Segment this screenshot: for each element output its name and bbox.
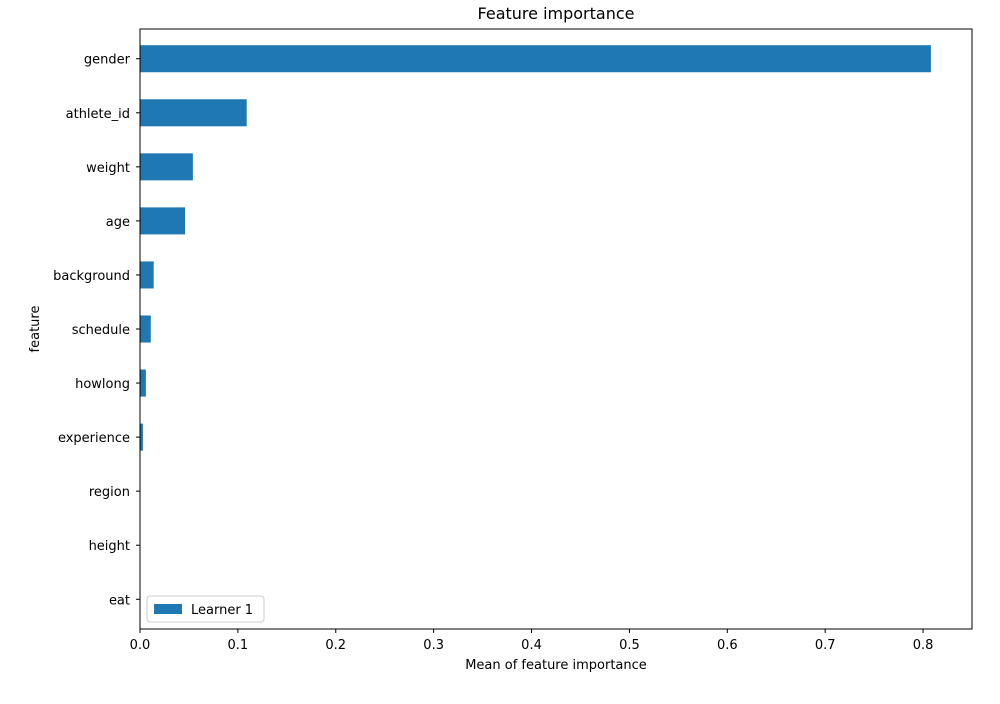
legend-box	[146, 595, 265, 623]
bar-experience	[140, 423, 143, 451]
x-axis-label: Mean of feature importance	[465, 658, 647, 673]
plot-frame	[139, 28, 973, 630]
chart-title: Feature importance	[478, 4, 635, 23]
x-tick-label: 0.8	[913, 638, 934, 653]
x-tick-label: 0.3	[423, 638, 444, 653]
legend-label: Learner 1	[191, 603, 253, 618]
x-tick-label: 0.5	[619, 638, 640, 653]
x-tick-label: 0.1	[228, 638, 249, 653]
bars-group	[140, 45, 931, 451]
y-tick-label: eat	[109, 593, 130, 608]
bar-schedule	[140, 315, 151, 343]
x-tick-label: 0.7	[815, 638, 836, 653]
bar-background	[140, 261, 154, 289]
bar-howlong	[140, 369, 146, 397]
x-tick-label: 0.2	[325, 638, 346, 653]
y-tick-label: gender	[84, 53, 131, 68]
y-tick-label: background	[53, 269, 130, 284]
y-axis-label: feature	[28, 306, 43, 353]
bar-age	[140, 207, 186, 235]
y-tick-label: age	[106, 215, 130, 230]
legend-swatch	[154, 604, 182, 614]
y-tick-label: weight	[86, 161, 130, 176]
x-tick-label: 0.6	[717, 638, 738, 653]
y-tick-label: height	[89, 539, 130, 554]
x-tick-label: 0.4	[521, 638, 542, 653]
legend: Learner 1	[146, 595, 265, 623]
x-tick-label: 0.0	[130, 638, 151, 653]
y-tick-label: schedule	[72, 323, 130, 338]
y-tick-label: region	[89, 485, 130, 500]
bar-weight	[140, 153, 193, 181]
bar-gender	[140, 45, 931, 73]
y-tick-label: athlete_id	[66, 107, 130, 122]
bar-athlete-id	[140, 99, 247, 127]
y-tick-label: experience	[58, 431, 130, 446]
x-axis: 0.0 0.1 0.2 0.3 0.4 0.5 0.6 0.7 0.8	[130, 629, 934, 653]
y-tick-label: howlong	[75, 377, 130, 392]
